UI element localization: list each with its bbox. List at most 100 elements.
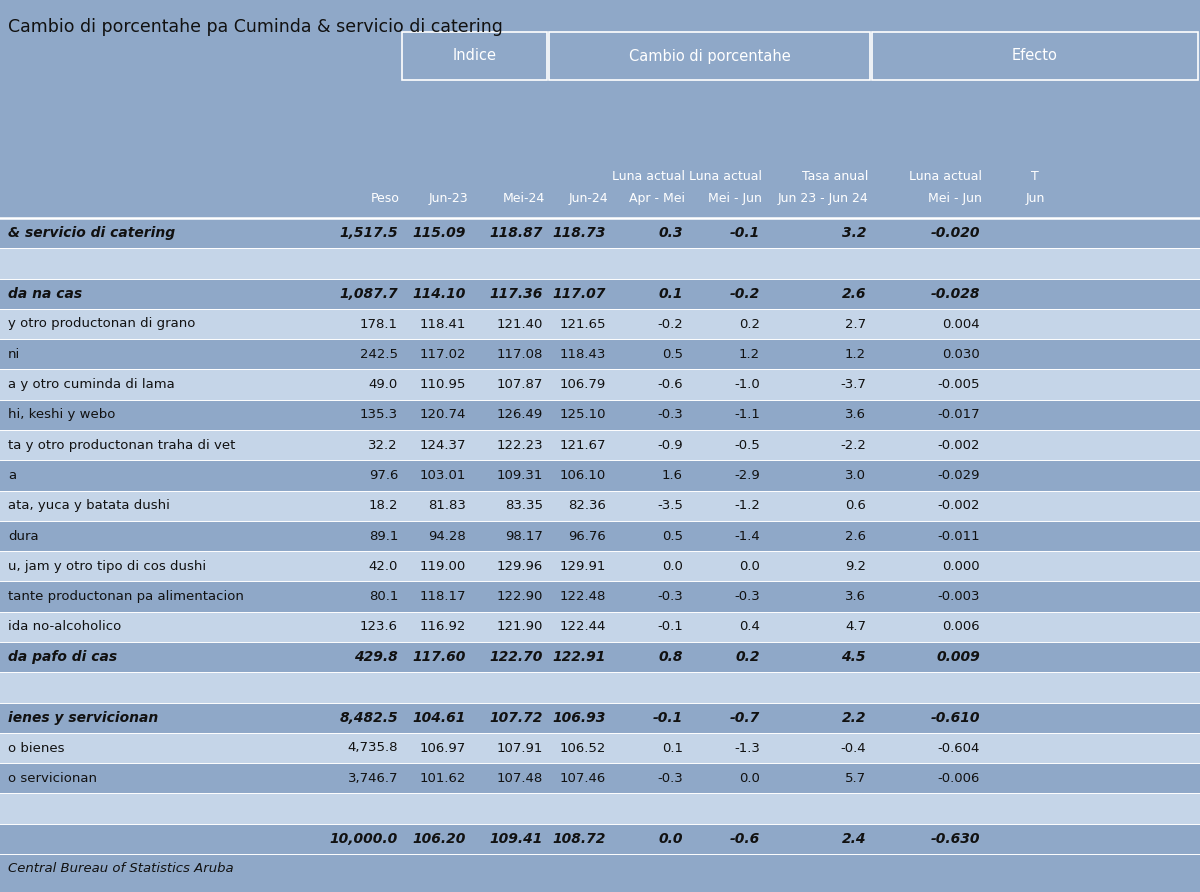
Text: 117.02: 117.02 <box>420 348 466 360</box>
Text: 0.000: 0.000 <box>942 560 980 573</box>
Text: 119.00: 119.00 <box>420 560 466 573</box>
Text: 135.3: 135.3 <box>360 409 398 421</box>
Text: 117.36: 117.36 <box>490 286 542 301</box>
Text: -0.017: -0.017 <box>937 409 980 421</box>
Text: 83.35: 83.35 <box>505 500 542 512</box>
Bar <box>0 551 1200 582</box>
Text: 18.2: 18.2 <box>368 500 398 512</box>
Text: -0.6: -0.6 <box>658 378 683 391</box>
Text: -0.3: -0.3 <box>658 591 683 603</box>
Text: 3.2: 3.2 <box>841 227 866 240</box>
Bar <box>0 369 1200 400</box>
Text: 9.2: 9.2 <box>845 560 866 573</box>
Bar <box>0 218 1200 248</box>
Bar <box>0 582 1200 612</box>
Text: Indice: Indice <box>452 48 497 63</box>
Text: -0.2: -0.2 <box>658 318 683 331</box>
Text: 0.2: 0.2 <box>736 650 760 665</box>
Text: -0.002: -0.002 <box>937 439 980 451</box>
Text: 122.48: 122.48 <box>559 591 606 603</box>
Text: 120.74: 120.74 <box>420 409 466 421</box>
Bar <box>0 854 1200 892</box>
Text: 1.2: 1.2 <box>739 348 760 360</box>
Text: 129.96: 129.96 <box>497 560 542 573</box>
Bar <box>0 823 1200 854</box>
Text: -0.029: -0.029 <box>937 469 980 482</box>
Text: 118.17: 118.17 <box>420 591 466 603</box>
Text: 1,517.5: 1,517.5 <box>340 227 398 240</box>
Text: 3,746.7: 3,746.7 <box>348 772 398 785</box>
Text: -0.1: -0.1 <box>653 711 683 724</box>
Bar <box>0 612 1200 642</box>
Text: -1.3: -1.3 <box>734 741 760 755</box>
Text: 118.43: 118.43 <box>559 348 606 360</box>
Text: -3.7: -3.7 <box>840 378 866 391</box>
Text: 121.67: 121.67 <box>559 439 606 451</box>
Text: Jun 23 - Jun 24: Jun 23 - Jun 24 <box>778 192 868 205</box>
Text: 101.62: 101.62 <box>420 772 466 785</box>
Text: 126.49: 126.49 <box>497 409 542 421</box>
Text: 4.7: 4.7 <box>845 620 866 633</box>
Text: 80.1: 80.1 <box>368 591 398 603</box>
Text: 116.92: 116.92 <box>420 620 466 633</box>
Text: 3.0: 3.0 <box>845 469 866 482</box>
Bar <box>0 673 1200 703</box>
Text: y otro productonan di grano: y otro productonan di grano <box>8 318 196 331</box>
Text: -0.3: -0.3 <box>658 409 683 421</box>
Text: Jun-23: Jun-23 <box>428 192 468 205</box>
Bar <box>0 309 1200 339</box>
Text: 121.40: 121.40 <box>497 318 542 331</box>
Text: 98.17: 98.17 <box>505 530 542 542</box>
Text: 107.91: 107.91 <box>497 741 542 755</box>
Text: 89.1: 89.1 <box>368 530 398 542</box>
Text: Cambio di porcentahe pa Cuminda & servicio di catering: Cambio di porcentahe pa Cuminda & servic… <box>8 18 503 36</box>
Text: -1.4: -1.4 <box>734 530 760 542</box>
Text: 107.72: 107.72 <box>490 711 542 724</box>
Text: 0.5: 0.5 <box>662 348 683 360</box>
Bar <box>0 0 1200 215</box>
Text: 106.97: 106.97 <box>420 741 466 755</box>
Text: hi, keshi y webo: hi, keshi y webo <box>8 409 115 421</box>
Text: ienes y servicionan: ienes y servicionan <box>8 711 158 724</box>
Text: Peso: Peso <box>371 192 400 205</box>
Bar <box>0 491 1200 521</box>
Text: & servicio di catering: & servicio di catering <box>8 227 175 240</box>
Text: 49.0: 49.0 <box>368 378 398 391</box>
Text: 0.2: 0.2 <box>739 318 760 331</box>
Text: 121.90: 121.90 <box>497 620 542 633</box>
Text: Luna actual: Luna actual <box>910 170 982 183</box>
Text: 0.030: 0.030 <box>942 348 980 360</box>
Text: 0.004: 0.004 <box>942 318 980 331</box>
Text: -0.005: -0.005 <box>937 378 980 391</box>
Text: 8,482.5: 8,482.5 <box>340 711 398 724</box>
Text: ni: ni <box>8 348 20 360</box>
Bar <box>550 32 870 80</box>
Text: 104.61: 104.61 <box>413 711 466 724</box>
Text: 96.76: 96.76 <box>569 530 606 542</box>
Text: 106.20: 106.20 <box>413 832 466 846</box>
Text: -1.0: -1.0 <box>734 378 760 391</box>
Text: 109.31: 109.31 <box>497 469 542 482</box>
Text: 115.09: 115.09 <box>413 227 466 240</box>
Text: 122.90: 122.90 <box>497 591 542 603</box>
Text: dura: dura <box>8 530 38 542</box>
Text: 1.6: 1.6 <box>662 469 683 482</box>
Text: Mei-24: Mei-24 <box>503 192 545 205</box>
Text: -0.1: -0.1 <box>730 227 760 240</box>
Text: 2.6: 2.6 <box>841 286 866 301</box>
Text: -0.630: -0.630 <box>930 832 980 846</box>
Text: 106.52: 106.52 <box>559 741 606 755</box>
Text: T: T <box>1031 170 1039 183</box>
Text: 1,087.7: 1,087.7 <box>340 286 398 301</box>
Text: 110.95: 110.95 <box>420 378 466 391</box>
Text: o servicionan: o servicionan <box>8 772 97 785</box>
Text: 42.0: 42.0 <box>368 560 398 573</box>
Text: Mei - Jun: Mei - Jun <box>928 192 982 205</box>
Text: -2.2: -2.2 <box>840 439 866 451</box>
Bar <box>402 32 547 80</box>
Text: Apr - Mei: Apr - Mei <box>629 192 685 205</box>
Text: 123.6: 123.6 <box>360 620 398 633</box>
Text: 0.0: 0.0 <box>662 560 683 573</box>
Text: da pafo di cas: da pafo di cas <box>8 650 118 665</box>
Text: Jun: Jun <box>1025 192 1045 205</box>
